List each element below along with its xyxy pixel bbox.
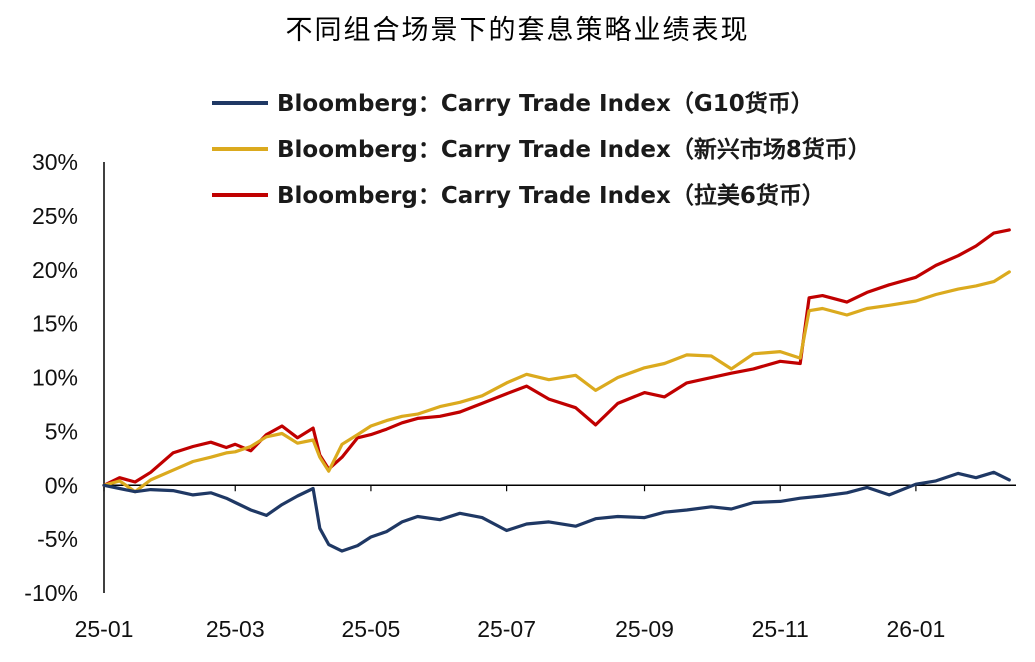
y-tick-label: 30% <box>32 149 78 175</box>
y-tick-label: -5% <box>37 526 78 552</box>
x-tick-label: 25-07 <box>477 616 536 642</box>
y-tick-label: 25% <box>32 203 78 229</box>
x-axis: 25-01 25-03 25-05 25-07 25-09 25-11 26-01 <box>75 484 1016 642</box>
y-tick-label: 0% <box>45 472 78 498</box>
y-tick-label: -10% <box>24 580 78 606</box>
legend-label-2: Bloomberg：Carry Trade Index（拉美6货币） <box>277 182 825 209</box>
legend-item-2: Bloomberg：Carry Trade Index（拉美6货币） <box>212 182 825 209</box>
legend-item-1: Bloomberg：Carry Trade Index（新兴市场8货币） <box>212 136 871 163</box>
legend: Bloomberg：Carry Trade Index（G10货币） Bloomb… <box>212 90 871 209</box>
legend-item-0: Bloomberg：Carry Trade Index（G10货币） <box>212 90 814 117</box>
series-layer <box>102 228 1011 553</box>
x-tick-label: 26-01 <box>886 616 945 642</box>
y-tick-label: 10% <box>32 365 78 391</box>
legend-label-0: Bloomberg：Carry Trade Index（G10货币） <box>277 90 814 117</box>
y-axis: 30% 25% 20% 15% 10% 5% 0% -5% -10% <box>24 149 105 606</box>
x-tick-label: 25-03 <box>206 616 265 642</box>
x-tick-label: 25-05 <box>342 616 401 642</box>
x-tick-label: 25-11 <box>752 616 809 642</box>
y-tick-label: 20% <box>32 257 78 283</box>
series-line-0 <box>102 470 1011 553</box>
chart-title: 不同组合场景下的套息策略业绩表现 <box>285 15 750 46</box>
legend-label-1: Bloomberg：Carry Trade Index（新兴市场8货币） <box>277 136 871 163</box>
x-tick-label: 25-01 <box>75 616 134 642</box>
x-tick-label: 25-09 <box>615 616 674 642</box>
y-tick-label: 5% <box>45 418 78 444</box>
series-line-1 <box>102 270 1011 494</box>
y-tick-label: 15% <box>32 311 78 337</box>
series-line-2 <box>102 228 1011 487</box>
